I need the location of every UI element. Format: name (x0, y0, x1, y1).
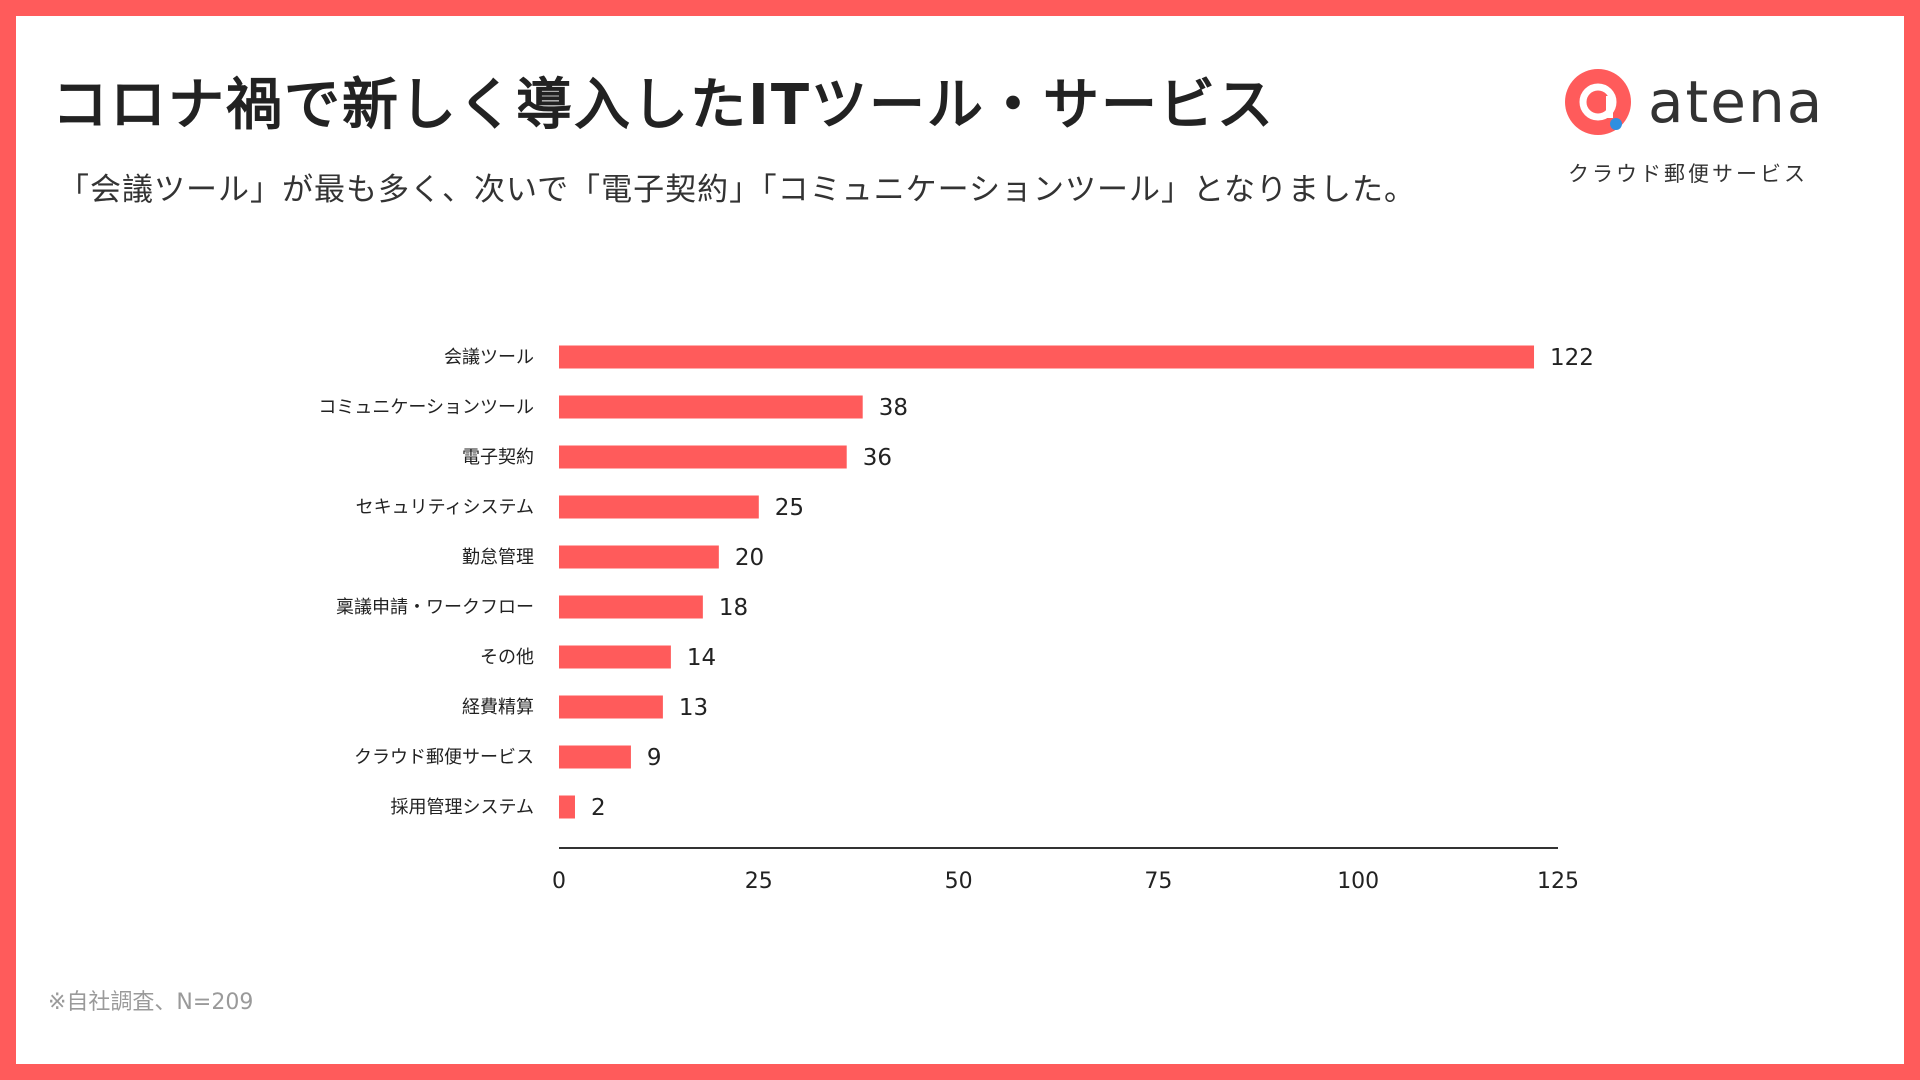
brand-tagline: クラウド郵便サービス (1568, 162, 1808, 186)
brand-logo: atena クラウド郵便サービス (1560, 54, 1860, 194)
bar (559, 695, 663, 719)
bar (559, 395, 863, 419)
bar (559, 545, 719, 569)
bar (559, 645, 671, 669)
logo-dot (1610, 118, 1622, 130)
category-label: 会議ツール (444, 347, 534, 368)
footnote: ※自社調査、N=209 (48, 990, 254, 1015)
x-tick-label: 75 (1144, 869, 1172, 894)
value-label: 2 (591, 795, 606, 821)
brand-name: atena (1648, 68, 1825, 136)
value-label: 36 (863, 445, 892, 471)
category-label: セキュリティシステム (356, 497, 534, 518)
x-tick-label: 0 (552, 869, 566, 894)
x-tick-label: 100 (1337, 869, 1379, 894)
category-label: 勤怠管理 (462, 547, 534, 568)
page-subtitle: 「会議ツール」が最も多く、次いで「電子契約」「コミュニケーションツール」となりま… (58, 172, 1417, 208)
x-tick-label: 125 (1537, 869, 1579, 894)
category-label: 経費精算 (462, 697, 534, 718)
bar (559, 745, 631, 769)
value-label: 122 (1550, 345, 1594, 371)
logo-stem (1606, 96, 1613, 118)
category-label: コミュニケーションツール (318, 397, 534, 418)
x-tick-label: 50 (945, 869, 973, 894)
page-title: コロナ禍で新しく導入したITツール・サービス (52, 73, 1276, 138)
category-label: その他 (480, 647, 534, 668)
category-label: 採用管理システム (391, 797, 534, 818)
value-label: 14 (687, 645, 716, 671)
value-label: 18 (719, 595, 748, 621)
x-tick-label: 25 (745, 869, 773, 894)
bar (559, 445, 847, 469)
value-label: 20 (735, 545, 764, 571)
value-label: 9 (647, 745, 662, 771)
value-label: 13 (679, 695, 708, 721)
bar (559, 595, 703, 619)
bar (559, 495, 759, 519)
category-label: クラウド郵便サービス (354, 747, 534, 768)
atena-logo-icon (1565, 69, 1631, 135)
bar (559, 345, 1535, 369)
value-label: 38 (879, 395, 908, 421)
category-label: 稟議申請・ワークフロー (336, 597, 534, 618)
slide-card (16, 16, 1904, 1064)
bar (559, 795, 575, 819)
category-label: 電子契約 (462, 447, 534, 468)
value-label: 25 (775, 495, 804, 521)
